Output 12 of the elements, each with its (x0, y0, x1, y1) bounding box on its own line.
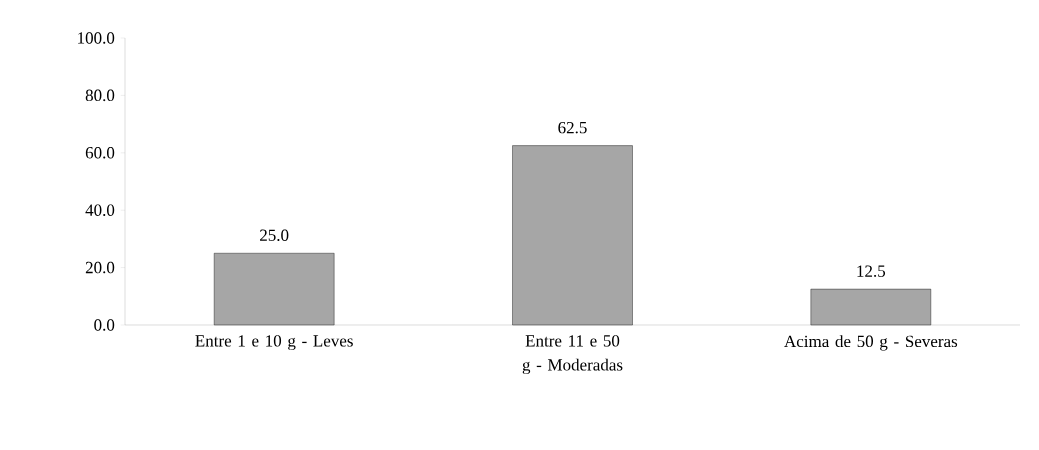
x-tick-label: Entre 1 e 10 g - Leves (195, 335, 353, 351)
y-tick-label: 100.0 (78, 32, 115, 44)
x-tick-label: Acima de 50 g - Severas (784, 335, 958, 351)
x-tick-label: Entre 11 e 50 g - Moderadas (522, 335, 623, 375)
data-label: 25.0 (260, 229, 289, 242)
data-label: 12.5 (857, 265, 886, 277)
y-tick-label: 60.0 (85, 147, 115, 159)
data-label: 62.5 (558, 121, 587, 134)
y-tick-label: 20.0 (85, 261, 115, 274)
y-tick-label: 80.0 (85, 89, 115, 102)
y-tick-label: 40.0 (85, 204, 115, 216)
y-tick-label: 0.0 (94, 319, 115, 331)
